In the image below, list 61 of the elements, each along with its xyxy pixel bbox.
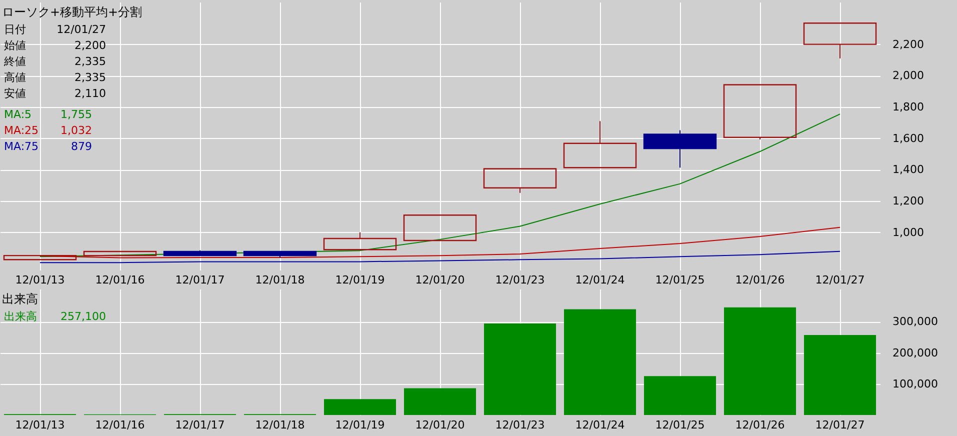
x-tick-label: 12/01/17 (175, 418, 225, 432)
bar (324, 399, 396, 415)
x-tick-label: 12/01/20 (415, 418, 465, 432)
bar (404, 388, 476, 415)
x-tick-label: 12/01/27 (815, 418, 865, 432)
y-tick-label: 100,000 (892, 377, 938, 390)
annotation: 2,335 (74, 55, 106, 68)
annotation: 1,755 (60, 108, 92, 121)
x-tick-label: 12/01/16 (95, 274, 145, 286)
bar (484, 324, 556, 415)
annotation: 出来高 (4, 310, 37, 323)
x-tick-label: 12/01/20 (415, 274, 465, 286)
y-tick-label: 2,200 (892, 38, 924, 51)
y-tick-label: 1,000 (892, 226, 924, 239)
bar (804, 335, 876, 415)
x-tick-label: 12/01/24 (575, 418, 625, 432)
x-tick-label: 12/01/25 (655, 418, 705, 432)
y-tick-label: 200,000 (892, 346, 938, 360)
annotation: 高値 (4, 71, 26, 84)
text: MA:5 (4, 108, 32, 121)
text: MA:75 (4, 140, 39, 153)
x-tick-label: 12/01/19 (335, 274, 385, 286)
x-tick-label: 12/01/23 (495, 274, 545, 286)
annotation: 安値 (4, 87, 26, 100)
x-tick-label: 12/01/27 (815, 274, 865, 286)
x-tick-label: 12/01/24 (575, 274, 625, 286)
x-tick-label: 12/01/17 (175, 274, 225, 286)
chart-title: 出来高 (2, 292, 38, 306)
x-tick-label: 12/01/19 (335, 418, 385, 432)
y-tick-label: 1,800 (892, 100, 924, 114)
text: MA:25 (4, 124, 39, 137)
x-tick-label: 12/01/16 (95, 418, 145, 432)
y-tick-label: 2,000 (892, 69, 924, 82)
y-tick-label: 1,400 (892, 163, 924, 176)
annotation: 日付 (4, 23, 26, 36)
annotation: 終値 (3, 55, 26, 68)
line-series (40, 226, 840, 258)
y-tick-label: 300,000 (892, 315, 938, 328)
x-tick-label: 12/01/26 (735, 274, 785, 286)
x-tick-label: 12/01/23 (495, 418, 545, 432)
annotation: 257,100 (60, 310, 106, 323)
bar (644, 376, 716, 415)
annotation: 始値 (4, 39, 26, 52)
annotation: 879 (71, 140, 92, 153)
y-tick-label: 1,600 (892, 132, 924, 145)
annotation: 2,200 (74, 39, 106, 52)
x-tick-label: 12/01/13 (15, 274, 65, 286)
annotation: 1,032 (60, 124, 92, 137)
x-tick-label: 12/01/18 (255, 274, 305, 286)
bar (724, 307, 796, 415)
x-tick-label: 12/01/26 (735, 418, 785, 432)
bar (564, 309, 636, 415)
annotation: 2,335 (74, 71, 106, 84)
line-series (40, 250, 840, 264)
chart-title: ローソク+移動平均+分割 (2, 5, 142, 19)
annotation: 12/01/27 (56, 23, 106, 36)
y-tick-label: 1,200 (892, 194, 924, 208)
x-tick-label: 12/01/13 (15, 418, 65, 432)
x-tick-label: 12/01/25 (655, 274, 705, 286)
x-tick-label: 12/01/18 (255, 418, 305, 432)
annotation: 2,110 (74, 87, 106, 100)
